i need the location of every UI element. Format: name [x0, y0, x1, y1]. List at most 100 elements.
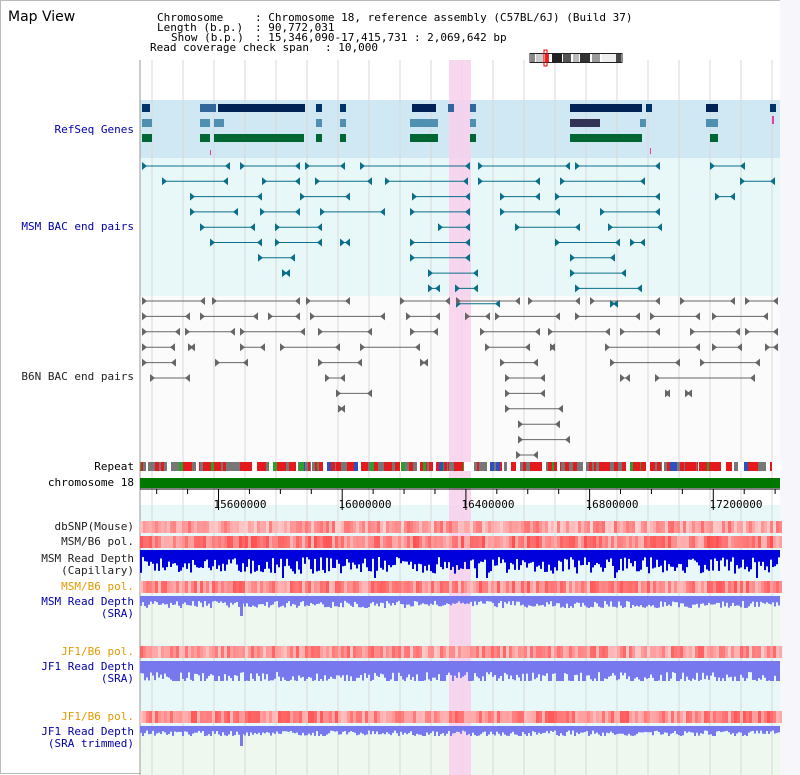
dbsnp-heat-cell: [191, 521, 194, 533]
msm-sra-depth-bar: [216, 596, 218, 602]
jf1-b6-pol-heat-cell: [500, 646, 503, 658]
jf1-trim-depth-bar: [556, 726, 558, 735]
msm-b6-pol-heat-cell: [470, 536, 473, 548]
msm-b6-pol-sra-heat-cell: [317, 581, 320, 593]
msm-b6-pol-heat-cell: [206, 536, 209, 548]
jf1-b6-pol-trim-heat-cell: [506, 711, 509, 723]
msm-sra-depth-bar: [504, 596, 506, 603]
jf1-trim-depth-bar: [402, 726, 404, 735]
repeat-segment: [662, 462, 664, 471]
jf1-sra-depth-bar: [512, 661, 514, 680]
track-label-repeat[interactable]: Repeat: [94, 460, 134, 473]
track-label-msm-depth-sra[interactable]: MSM Read Depth: [41, 595, 134, 608]
msm-sra-depth-bar: [620, 596, 622, 606]
jf1-b6-pol-heat-cell: [293, 646, 296, 658]
msm-b6-pol-heat-cell: [701, 536, 704, 548]
jf1-sra-depth-bar: [418, 661, 420, 681]
msm-capillary-depth-bar: [346, 550, 348, 560]
msm-sra-depth-bar: [760, 596, 762, 602]
msm-sra-depth-bar: [396, 596, 398, 603]
msm-b6-pol-heat-cell: [653, 536, 656, 548]
jf1-trim-depth-bar: [360, 726, 362, 733]
repeat-segment: [345, 462, 347, 471]
jf1-trim-depth-bar: [774, 726, 776, 734]
msm-capillary-depth-bar: [318, 550, 320, 571]
jf1-trim-depth-bar: [372, 726, 374, 732]
track-label-jf1-b6-pol[interactable]: JF1/B6 pol.: [61, 645, 134, 658]
jf1-b6-pol-heat-cell: [593, 646, 596, 658]
jf1-b6-pol-trim-heat-cell: [770, 711, 773, 723]
msm-b6-pol-heat-cell: [416, 536, 419, 548]
jf1-b6-pol-trim-heat-cell: [392, 711, 395, 723]
dbsnp-heat-cell: [368, 521, 371, 533]
jf1-trim-depth-bar: [518, 726, 520, 736]
msm-capillary-depth-bar: [568, 550, 570, 570]
track-label-dbsnp[interactable]: dbSNP(Mouse): [54, 520, 134, 533]
msm-bac-pair-end: [613, 299, 618, 308]
msm-sra-depth-bar: [728, 596, 730, 608]
msm-capillary-depth-bar: [212, 550, 214, 567]
msm-b6-pol-heat-cell: [680, 536, 683, 548]
jf1-sra-depth-bar: [218, 661, 220, 677]
refseq-marker: [772, 116, 774, 124]
jf1-b6-pol-heat-cell: [506, 646, 509, 658]
track-label-msm-bac[interactable]: MSM BAC end pairs: [21, 220, 134, 233]
jf1-sra-depth-bar: [430, 661, 432, 681]
msm-capillary-depth-bar: [298, 550, 300, 570]
track-label-refseq[interactable]: RefSeq Genes: [54, 123, 134, 136]
track-label-msm-b6-pol[interactable]: MSM/B6 pol.: [61, 535, 134, 548]
dbsnp-heat-cell: [374, 521, 377, 533]
jf1-trim-depth-bar: [260, 726, 262, 736]
jf1-b6-pol-heat-cell: [146, 646, 149, 658]
msm-capillary-depth-bar: [728, 550, 730, 571]
repeat-segment: [250, 462, 252, 471]
msm-b6-pol-heat-cell: [491, 536, 494, 548]
track-label-chromosome[interactable]: chromosome 18: [47, 476, 134, 489]
msm-capillary-depth-bar: [192, 550, 194, 561]
track-label-jf1-depth-sra[interactable]: JF1 Read Depth: [41, 660, 134, 673]
repeat-segment: [778, 462, 782, 471]
msm-b6-pol-heat-cell: [296, 536, 299, 548]
msm-b6-pol-sra-heat-cell: [404, 581, 407, 593]
jf1-trim-depth-bar: [306, 726, 308, 736]
repeat-segment: [190, 462, 192, 471]
msm-capillary-depth-bar: [574, 550, 576, 568]
msm-b6-pol-heat-cell: [572, 536, 575, 548]
jf1-sra-depth-bar: [738, 661, 740, 681]
jf1-trim-depth-bar: [384, 726, 386, 735]
jf1-trim-depth-bar: [602, 726, 604, 733]
jf1-b6-pol-heat-cell: [398, 646, 401, 658]
track-label-jf1-depth-trimmed[interactable]: JF1 Read Depth: [41, 725, 134, 738]
msm-bac-pair-end: [535, 177, 540, 186]
b6n-bac-pair-end: [700, 358, 705, 367]
msm-b6-pol-sra-heat-cell: [482, 581, 485, 593]
b6n-bac-pair-end: [590, 297, 595, 305]
msm-capillary-depth-bar: [330, 550, 332, 559]
jf1-sra-depth-bar: [758, 661, 760, 679]
jf1-trim-depth-bar: [200, 726, 202, 733]
jf1-b6-pol-heat-cell: [233, 646, 236, 658]
jf1-trim-depth-bar: [506, 726, 508, 736]
jf1-trim-depth-bar: [580, 726, 582, 733]
track-label-msm-depth-capillary[interactable]: MSM Read Depth: [41, 552, 134, 565]
repeat-segment: [161, 462, 164, 471]
msm-capillary-depth-bar: [456, 550, 458, 566]
dbsnp-heat-cell: [467, 521, 470, 533]
jf1-b6-pol-trim-heat-cell: [653, 711, 656, 723]
track-label-msm-b6-pol-sra[interactable]: MSM/B6 pol.: [61, 580, 134, 593]
jf1-sra-depth-bar: [230, 661, 232, 679]
msm-b6-pol-heat-cell: [518, 536, 521, 548]
jf1-trim-depth-bar: [572, 726, 574, 731]
dbsnp-heat-cell: [197, 521, 200, 533]
repeat-segment: [640, 462, 641, 471]
msm-sra-depth-bar: [384, 596, 386, 608]
msm-b6-pol-sra-heat-cell: [491, 581, 494, 593]
track-label-b6n-bac[interactable]: B6N BAC end pairs: [21, 370, 134, 383]
jf1-b6-pol-trim-heat-cell: [149, 711, 152, 723]
jf1-b6-pol-heat-cell: [749, 646, 752, 658]
dbsnp-heat-cell: [431, 521, 434, 533]
track-label-jf1-b6-pol-trimmed[interactable]: JF1/B6 pol.: [61, 710, 134, 723]
repeat-segment: [479, 462, 481, 471]
msm-bac-pair-end: [345, 192, 350, 201]
